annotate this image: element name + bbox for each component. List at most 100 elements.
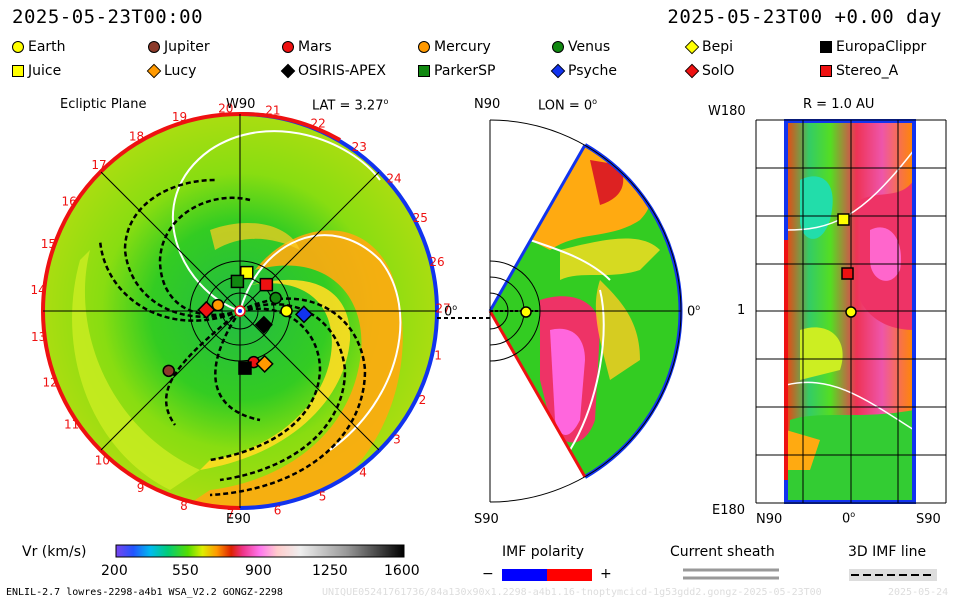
imf-negative-swatch [502,569,547,581]
square-icon [820,41,832,53]
colorbar-tick-1250: 1250 [312,563,348,579]
legend-item-psyche: Psyche [550,63,617,79]
legend-item-stereo-a: Stereo_A [820,63,898,79]
sector-number: 9 [137,481,145,495]
square-icon [12,65,24,77]
sector-number: 7 [227,507,235,521]
square-icon [418,65,430,77]
body-marker-osiris-apex [254,315,273,334]
footer-date: 2025-05-24 [888,587,949,598]
map-top-left-label: W180 [708,104,746,119]
sheath-swatch [683,568,779,580]
body-marker-psyche [294,305,314,324]
body-marker-mercury [211,298,225,312]
sector-number: 6 [274,504,282,518]
sector-number: 10 [95,453,110,467]
meridional-right-label: 0o [687,303,701,320]
map-x-label-n90: N90 [756,512,783,527]
sector-number: 26 [429,255,444,269]
body-marker-stereo-a [259,277,274,292]
r-label: R = 1.0 AU [803,97,875,112]
sector-number: 12 [42,376,57,390]
legend-label: Bepi [702,39,733,55]
sector-number: 20 [218,102,233,116]
square-icon [820,65,832,77]
map-x-label-s90: S90 [916,512,941,527]
earth-marker-meridional [520,306,532,318]
legend-label: Juice [28,63,62,79]
sector-number: 19 [172,110,187,124]
imf-minus: − [482,566,494,582]
sector-number: 11 [64,418,79,432]
legend-label: SolO [702,63,735,79]
map-x-label-0: 0o [842,510,856,527]
legend-item-earth: Earth [12,39,66,55]
sector-number: 8 [180,499,188,513]
circle-icon [12,41,24,53]
sector-number: 21 [265,104,280,118]
body-marker-solo [197,300,216,319]
body-marker-parkersp [230,274,245,289]
earth-marker-map [845,306,857,318]
juice-marker-map [837,213,850,226]
map-bottom-left-label: E180 [712,503,746,518]
legend-item-juice: Juice [12,63,61,79]
ecliptic-zero-label: 0o [444,303,458,320]
imf3d-swatch [849,569,937,581]
map-panel [755,119,947,504]
legend-label: ParkerSP [434,63,496,79]
current-sheath-title: Current sheath [670,544,775,560]
legend-label: Psyche [568,63,617,79]
sector-number: 15 [41,237,56,251]
legend-item-bepi: Bepi [684,39,733,55]
ecliptic-bottom-label: E90 [226,512,251,527]
legend-label: Jupiter [164,39,210,55]
sector-number: 18 [129,129,144,143]
colorbar-tick-200: 200 [101,563,128,579]
body-marker-europaclippr [238,361,252,375]
legend-label: Lucy [164,63,197,79]
legend-label: Stereo_A [836,63,899,79]
legend-item-mercury: Mercury [418,39,491,55]
ecliptic-panel [40,111,490,510]
legend-label: EuropaClippr [836,39,927,55]
lon-label: LON = 0o [538,97,598,114]
legend-item-mars: Mars [282,39,332,55]
time-offset-title: 2025-05-23T00 +0.00 day [667,6,942,28]
meridional-panel [488,119,683,503]
colorbar-tick-550: 550 [172,563,199,579]
circle-icon [418,41,430,53]
body-marker-lucy [255,354,274,373]
imf-polarity-title: IMF polarity [502,544,585,560]
footer-run: UNIQUE05241761736/84a130x90x1.2298-a4b1.… [322,587,822,598]
sector-number: 1 [434,349,442,363]
datetime-title: 2025-05-23T00:00 [12,6,204,28]
legend-item-jupiter: Jupiter [148,39,210,55]
legend-item-osiris-apex: OSIRIS-APEX [280,63,386,79]
sector-number: 23 [352,140,367,154]
legend-label: Mercury [434,39,491,55]
sector-number: 13 [31,330,46,344]
sector-number: 27 [435,302,450,316]
ecliptic-title: Ecliptic Plane [60,97,147,112]
colorbar-tick-1600: 1600 [384,563,420,579]
stereo-a-marker-map [841,267,854,280]
imf3d-title: 3D IMF line [848,544,927,560]
legend-label: Venus [568,39,611,55]
sector-number: 25 [413,211,428,225]
body-marker-jupiter [162,364,175,378]
sector-number: 24 [386,172,401,186]
legend-item-solo: SolO [684,63,735,79]
ecliptic-top-label: W90 [226,97,256,112]
meridional-bottom-label: S90 [474,512,499,527]
map-mid-left-label: 1 [737,303,746,318]
legend-label: Mars [298,39,332,55]
sector-number: 5 [319,489,327,503]
imf-plus: + [600,566,612,582]
sector-number: 14 [30,283,45,297]
legend-item-venus: Venus [552,39,610,55]
colorbar [115,544,405,558]
meridional-top-label: N90 [474,97,501,112]
